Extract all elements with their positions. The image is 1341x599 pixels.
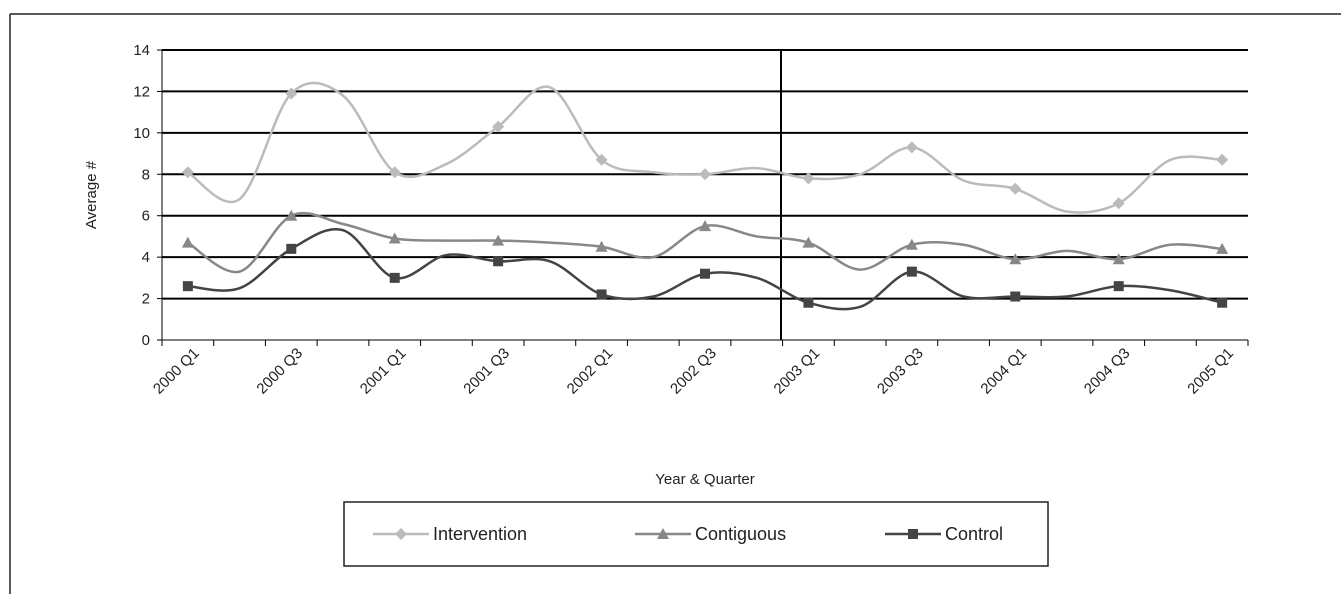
marker bbox=[181, 236, 194, 248]
marker bbox=[595, 240, 608, 252]
marker bbox=[395, 528, 407, 540]
marker bbox=[803, 297, 814, 308]
y-axis-label: Average # bbox=[83, 160, 100, 229]
y-tick-label: 8 bbox=[142, 166, 150, 183]
marker bbox=[1112, 253, 1125, 265]
y-tick-label: 2 bbox=[142, 291, 150, 308]
marker bbox=[905, 238, 918, 250]
x-tick-label: 2004 Q1 bbox=[977, 345, 1030, 398]
y-tick-label: 6 bbox=[142, 208, 150, 225]
marker bbox=[285, 87, 298, 100]
marker bbox=[388, 232, 401, 244]
marker bbox=[182, 281, 193, 292]
marker bbox=[389, 272, 400, 283]
legend-label: Intervention bbox=[433, 524, 527, 544]
x-tick-label: 2001 Q1 bbox=[357, 345, 410, 398]
series-line bbox=[187, 211, 1223, 274]
marker bbox=[908, 529, 918, 539]
x-tick-label: 2004 Q3 bbox=[1081, 345, 1134, 398]
x-tick-label: 2000 Q1 bbox=[150, 345, 203, 398]
marker bbox=[1010, 291, 1021, 302]
legend-label: Control bbox=[945, 524, 1003, 544]
marker bbox=[699, 168, 711, 181]
marker bbox=[286, 243, 297, 254]
marker bbox=[492, 120, 505, 133]
marker bbox=[493, 256, 504, 267]
x-axis-label: Year & Quarter bbox=[655, 471, 755, 488]
y-tick-label: 14 bbox=[133, 42, 150, 59]
marker bbox=[285, 209, 298, 221]
y-tick-label: 0 bbox=[142, 332, 150, 349]
marker bbox=[1216, 153, 1229, 166]
marker bbox=[657, 528, 669, 539]
marker bbox=[1009, 253, 1022, 265]
marker bbox=[388, 166, 401, 179]
y-tick-label: 12 bbox=[133, 83, 150, 100]
marker bbox=[802, 172, 815, 185]
marker bbox=[595, 153, 608, 166]
series-line bbox=[187, 81, 1223, 214]
x-tick-label: 2003 Q3 bbox=[874, 345, 927, 398]
marker bbox=[906, 266, 917, 277]
x-tick-label: 2005 Q1 bbox=[1184, 345, 1237, 398]
marker bbox=[1216, 242, 1229, 254]
x-tick-label: 2000 Q3 bbox=[253, 345, 306, 398]
marker bbox=[1113, 281, 1124, 292]
y-tick-label: 10 bbox=[133, 125, 150, 142]
marker bbox=[181, 166, 194, 179]
marker bbox=[1112, 197, 1125, 210]
y-tick-label: 4 bbox=[142, 249, 150, 266]
x-tick-label: 2002 Q1 bbox=[564, 345, 617, 398]
legend-label: Contiguous bbox=[695, 524, 786, 544]
marker bbox=[699, 220, 711, 232]
marker bbox=[802, 236, 815, 248]
marker bbox=[1217, 297, 1228, 308]
x-tick-label: 2002 Q3 bbox=[667, 345, 720, 398]
marker bbox=[492, 234, 505, 246]
marker bbox=[596, 289, 607, 300]
x-tick-label: 2001 Q3 bbox=[460, 345, 513, 398]
marker bbox=[1009, 182, 1022, 195]
x-tick-label: 2003 Q1 bbox=[771, 345, 824, 398]
marker bbox=[700, 268, 710, 279]
marker bbox=[905, 141, 918, 154]
